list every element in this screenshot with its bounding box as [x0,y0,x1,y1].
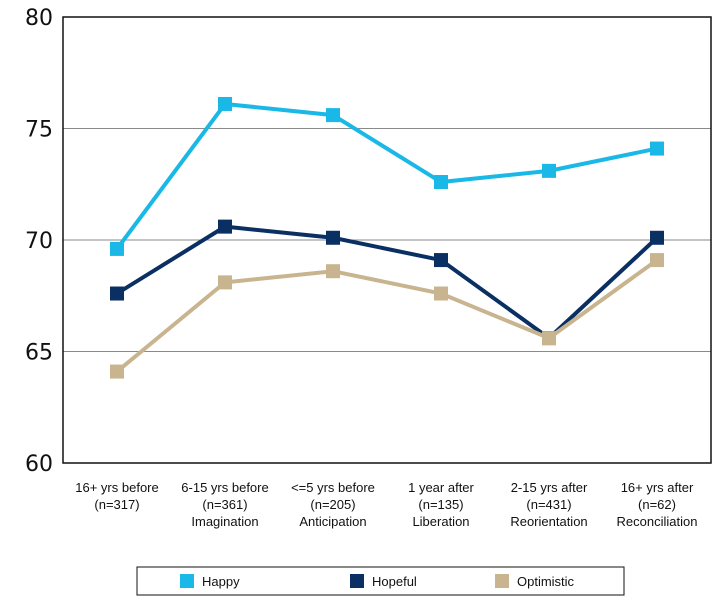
marker-optimistic-5 [650,253,664,268]
x-tick-label-4: 2-15 yrs after (n=431) Reorientation [510,480,588,529]
x-tick-label-line: (n=431) [526,497,571,512]
series-lines [110,96,664,379]
marker-optimistic-2 [326,264,340,279]
y-tick-label-60: 60 [25,452,53,477]
x-tick-label-line: (n=135) [418,497,463,512]
y-tick-label-65: 65 [25,341,53,366]
marker-happy-4 [542,163,556,178]
x-tick-label-line: 6-15 yrs before [181,480,268,495]
plot-frame [62,16,712,464]
x-tick-label-5: 16+ yrs after (n=62) Reconciliation [617,480,698,529]
x-tick-label-1: 6-15 yrs before (n=361) Imagination [181,480,268,529]
x-tick-label-line: Liberation [412,514,469,529]
marker-hopeful-3 [434,253,448,268]
marker-hopeful-0 [110,286,124,301]
marker-optimistic-4 [542,331,556,346]
marker-optimistic-0 [110,364,124,379]
marker-hopeful-1 [218,219,232,234]
legend-swatch-optimistic [495,574,509,588]
marker-happy-1 [218,96,232,111]
x-tick-label-line: (n=62) [638,497,676,512]
x-tick-label-line: (n=205) [310,497,355,512]
legend: Happy Hopeful Optimistic [136,566,625,596]
x-tick-label-3: 1 year after (n=135) Liberation [408,480,474,529]
x-tick-label-line: 2-15 yrs after [511,480,588,495]
x-tick-label-line: Reconciliation [617,514,698,529]
marker-happy-3 [434,175,448,190]
legend-label-optimistic: Optimistic [517,574,575,589]
legend-swatch-hopeful [350,574,364,588]
marker-optimistic-1 [218,275,232,290]
x-tick-label-line: Reorientation [510,514,587,529]
marker-happy-2 [326,108,340,123]
x-tick-label-line: 1 year after [408,480,474,495]
marker-happy-5 [650,141,664,156]
x-tick-label-line: Anticipation [299,514,366,529]
x-axis-ticks: 16+ yrs before (n=317) 6-15 yrs before (n=3… [75,480,697,529]
gridlines [63,128,711,352]
y-tick-label-75: 75 [25,118,53,143]
x-tick-label-line: (n=317) [94,497,139,512]
x-tick-label-line: 16+ yrs after [621,480,694,495]
marker-hopeful-5 [650,230,664,245]
x-tick-label-line: 16+ yrs before [75,480,158,495]
x-tick-label-line: (n=361) [202,497,247,512]
x-tick-label-2: <=5 yrs before (n=205) Anticipation [291,480,375,529]
y-tick-label-70: 70 [25,229,53,254]
x-tick-label-0: 16+ yrs before (n=317) [75,480,158,512]
y-tick-label-80: 80 [25,6,53,31]
legend-label-hopeful: Hopeful [372,574,417,589]
marker-happy-0 [110,241,124,256]
marker-hopeful-2 [326,230,340,245]
y-axis-ticks: 60 65 70 75 80 [25,6,53,477]
marker-optimistic-3 [434,286,448,301]
legend-box [136,566,625,596]
series-line-happy [115,101,658,251]
x-tick-label-line: Imagination [191,514,258,529]
axes [62,16,712,464]
x-tick-label-line: <=5 yrs before [291,480,375,495]
series-line-optimistic [115,258,659,374]
legend-swatch-happy [180,574,194,588]
legend-label-happy: Happy [202,574,240,589]
series-line-hopeful [115,224,659,341]
